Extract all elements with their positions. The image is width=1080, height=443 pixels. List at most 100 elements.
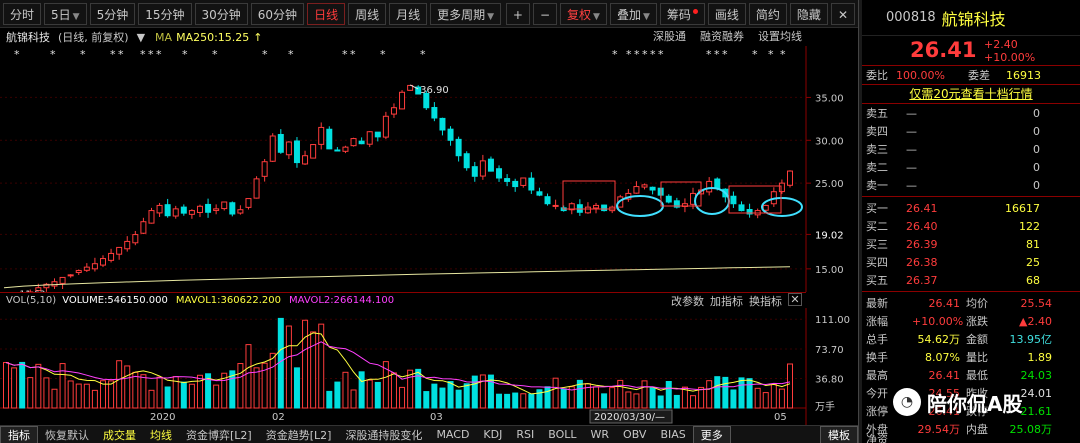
candle-bar[interactable] bbox=[520, 177, 527, 186]
candle-bar[interactable] bbox=[245, 198, 252, 208]
event-star-icon[interactable]: * bbox=[262, 48, 268, 61]
volume-bar[interactable] bbox=[673, 394, 680, 409]
volume-bar[interactable] bbox=[698, 386, 705, 409]
volume-bar[interactable] bbox=[67, 380, 74, 409]
volume-bar[interactable] bbox=[156, 376, 163, 409]
event-star-icon[interactable]: * bbox=[752, 48, 758, 61]
volume-bar[interactable] bbox=[770, 384, 777, 409]
candle-bar[interactable] bbox=[358, 140, 365, 145]
candle-bar[interactable] bbox=[471, 166, 478, 177]
close-icon[interactable]: ✕ bbox=[788, 292, 802, 306]
period-5min[interactable]: 5分钟 bbox=[89, 2, 136, 25]
event-star-icon[interactable]: * bbox=[350, 48, 356, 61]
candle-bar[interactable] bbox=[665, 195, 672, 203]
candle-bar[interactable] bbox=[382, 115, 389, 138]
switch-indicator-button[interactable]: 换指标 bbox=[749, 294, 782, 308]
bid-level-3[interactable]: 买三 26.39 81 bbox=[862, 235, 1080, 253]
volume-bar[interactable] bbox=[35, 363, 42, 409]
period-15min[interactable]: 15分钟 bbox=[138, 2, 192, 25]
tab-fund-trend[interactable]: 资金趋势[L2] bbox=[265, 428, 332, 442]
volume-bar[interactable] bbox=[180, 381, 187, 409]
volume-bar[interactable] bbox=[455, 389, 462, 409]
event-star-icon[interactable]: * bbox=[148, 48, 154, 61]
candle-bar[interactable] bbox=[390, 107, 397, 115]
candle-bar[interactable] bbox=[180, 206, 187, 214]
volume-bar[interactable] bbox=[479, 374, 486, 409]
candle-bar[interactable] bbox=[342, 146, 349, 152]
tab-kdj[interactable]: KDJ bbox=[483, 428, 503, 441]
candle-bar[interactable] bbox=[132, 234, 139, 244]
chevron-down-icon[interactable]: ▼ bbox=[136, 30, 146, 44]
candle-bar[interactable] bbox=[706, 180, 713, 193]
candle-bar[interactable] bbox=[156, 204, 163, 214]
volume-chart[interactable]: 111.00 73.70 36.80 万手 2020 02 03 2020/03/30/— 05 bbox=[0, 308, 858, 425]
volume-bar[interactable] bbox=[706, 380, 713, 409]
candle-bar[interactable] bbox=[269, 135, 276, 162]
volume-bar[interactable] bbox=[463, 383, 470, 409]
volume-bar[interactable] bbox=[512, 392, 519, 409]
candle-bar[interactable] bbox=[633, 186, 640, 194]
volume-bar[interactable] bbox=[221, 372, 228, 409]
event-star-icon[interactable]: * bbox=[634, 48, 640, 61]
volume-bar[interactable] bbox=[132, 371, 139, 409]
volume-bar[interactable] bbox=[116, 360, 123, 409]
candle-bar[interactable] bbox=[431, 107, 438, 119]
event-star-icon[interactable]: * bbox=[642, 48, 648, 61]
volume-bar[interactable] bbox=[544, 386, 551, 409]
candle-bar[interactable] bbox=[205, 203, 212, 213]
period-daily[interactable]: 日线 bbox=[307, 2, 346, 25]
tab-boll[interactable]: BOLL bbox=[548, 428, 577, 441]
event-star-icon[interactable]: * bbox=[626, 48, 632, 61]
tab-reset[interactable]: 恢复默认 bbox=[45, 428, 89, 442]
period-30min[interactable]: 30分钟 bbox=[194, 2, 248, 25]
candle-bar[interactable] bbox=[423, 92, 430, 109]
candle-bar[interactable] bbox=[399, 91, 406, 110]
link-hk-connect[interactable]: 深股通 bbox=[653, 30, 686, 43]
volume-bar[interactable] bbox=[382, 361, 389, 409]
tab-rsi[interactable]: RSI bbox=[516, 428, 535, 441]
volume-bar[interactable] bbox=[399, 386, 406, 409]
volume-bar[interactable] bbox=[633, 393, 640, 409]
candle-bar[interactable] bbox=[253, 178, 260, 199]
candle-bar[interactable] bbox=[124, 240, 131, 250]
event-star-icon[interactable]: * bbox=[780, 48, 786, 61]
ask-level-1[interactable]: 卖五 — 0 bbox=[862, 104, 1080, 122]
volume-bar[interactable] bbox=[617, 379, 624, 409]
candle-bar[interactable] bbox=[746, 208, 753, 215]
candle-bar[interactable] bbox=[738, 204, 745, 212]
volume-bar[interactable] bbox=[140, 374, 147, 409]
candle-bar[interactable] bbox=[601, 204, 608, 212]
candle-bar[interactable] bbox=[83, 266, 90, 271]
change-params-button[interactable]: 改参数 bbox=[671, 294, 704, 308]
candle-bar[interactable] bbox=[568, 203, 575, 211]
candle-bar[interactable] bbox=[487, 158, 494, 172]
volume-bar[interactable] bbox=[245, 344, 252, 409]
volume-bar[interactable] bbox=[609, 387, 616, 409]
candle-bar[interactable] bbox=[310, 144, 317, 159]
volume-bar[interactable] bbox=[91, 389, 98, 409]
event-star-icon[interactable]: * bbox=[612, 48, 618, 61]
candle-bar[interactable] bbox=[99, 258, 106, 266]
event-star-icon[interactable]: * bbox=[714, 48, 720, 61]
period-monthly[interactable]: 月线 bbox=[389, 2, 428, 25]
event-star-icon[interactable]: * bbox=[182, 48, 188, 61]
volume-bar[interactable] bbox=[641, 380, 648, 409]
tab-volume[interactable]: 成交量 bbox=[103, 428, 136, 442]
tab-more[interactable]: 更多 bbox=[692, 425, 731, 443]
zoom-out-button[interactable]: − bbox=[532, 2, 557, 25]
candle-bar[interactable] bbox=[67, 274, 74, 277]
volume-bar[interactable] bbox=[43, 377, 50, 409]
overlay-button[interactable]: 叠加 ▼ bbox=[609, 2, 657, 25]
volume-bar[interactable] bbox=[196, 374, 203, 409]
zoom-in-button[interactable]: + bbox=[505, 2, 530, 25]
candle-bar[interactable] bbox=[593, 204, 600, 209]
volume-bar[interactable] bbox=[431, 383, 438, 409]
candle-bar[interactable] bbox=[164, 204, 171, 217]
volume-bar[interactable] bbox=[188, 383, 195, 409]
volume-bar[interactable] bbox=[342, 371, 349, 409]
candle-bar[interactable] bbox=[455, 138, 462, 157]
volume-bar[interactable] bbox=[75, 383, 82, 409]
candle-bar[interactable] bbox=[35, 287, 42, 292]
volume-bar[interactable] bbox=[681, 386, 688, 409]
volume-bar[interactable] bbox=[237, 363, 244, 409]
